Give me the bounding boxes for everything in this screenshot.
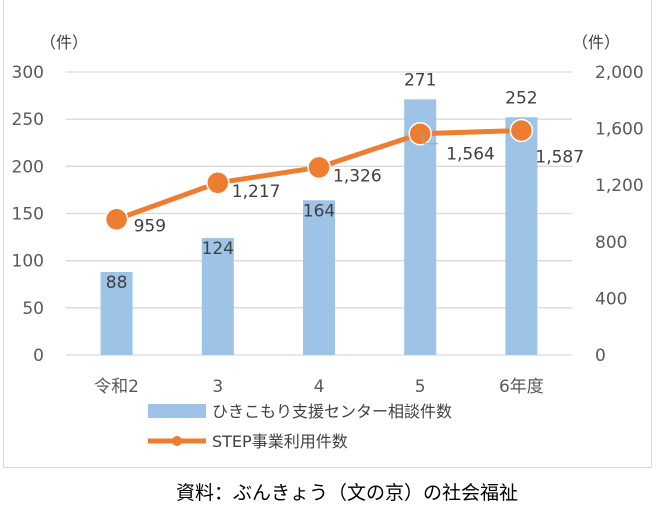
category-label: 6年度 <box>499 377 544 397</box>
combo-chart: （件） （件） 0 50 100 150 200 250 300 0 400 800 1,200 1,… <box>12 33 644 451</box>
category-label: 3 <box>212 377 223 397</box>
source-caption: 資料：ぶんきょう（文の京）の社会福祉 <box>176 482 519 504</box>
right-tick-label: 2,000 <box>595 63 644 83</box>
category-label: 令和2 <box>94 377 139 397</box>
right-tick-label: 1,600 <box>595 120 644 140</box>
line-point <box>307 155 331 180</box>
bar-data-label: 252 <box>505 88 537 108</box>
bar-data-label: 88 <box>106 273 128 293</box>
legend-line-label: STEP事業利用件数 <box>212 432 348 451</box>
line-data-label: 1,587 <box>535 147 584 167</box>
line-data-label: 1,326 <box>333 166 382 186</box>
line-data-label: 1,564 <box>446 145 495 165</box>
right-tick-label: 0 <box>595 346 606 366</box>
bar <box>201 238 234 355</box>
line-point <box>206 171 230 195</box>
line-point <box>104 207 129 232</box>
left-tick-label: 250 <box>12 110 44 130</box>
right-tick-label: 800 <box>595 233 627 253</box>
bar-data-label: 124 <box>202 239 234 259</box>
chart-frame <box>3 0 652 468</box>
left-tick-label: 150 <box>12 205 44 225</box>
left-tick-label: 300 <box>12 63 44 83</box>
left-tick-label: 0 <box>33 346 44 366</box>
bar <box>303 200 335 355</box>
left-tick-label: 200 <box>12 157 44 177</box>
legend-bar-label: ひきこもり支援センター相談件数 <box>212 402 452 421</box>
bar <box>100 271 133 355</box>
legend-bar-swatch <box>148 404 206 418</box>
leader-line <box>421 133 439 145</box>
line-data-label: 959 <box>134 216 166 236</box>
left-axis-unit: （件） <box>40 33 88 52</box>
bar-data-label: 271 <box>404 70 436 90</box>
category-label: 5 <box>415 377 426 397</box>
line-data-label: 1,217 <box>232 182 281 202</box>
legend-line-marker <box>172 436 182 446</box>
category-label: 4 <box>314 377 325 397</box>
line-point <box>408 121 432 146</box>
line-point <box>509 118 534 143</box>
right-axis-unit: （件） <box>572 33 620 52</box>
bar-data-label: 164 <box>303 201 335 221</box>
bar <box>505 117 538 355</box>
right-tick-label: 1,200 <box>595 176 644 196</box>
left-tick-label: 50 <box>22 299 44 319</box>
left-tick-label: 100 <box>12 252 44 272</box>
right-tick-label: 400 <box>595 289 627 309</box>
